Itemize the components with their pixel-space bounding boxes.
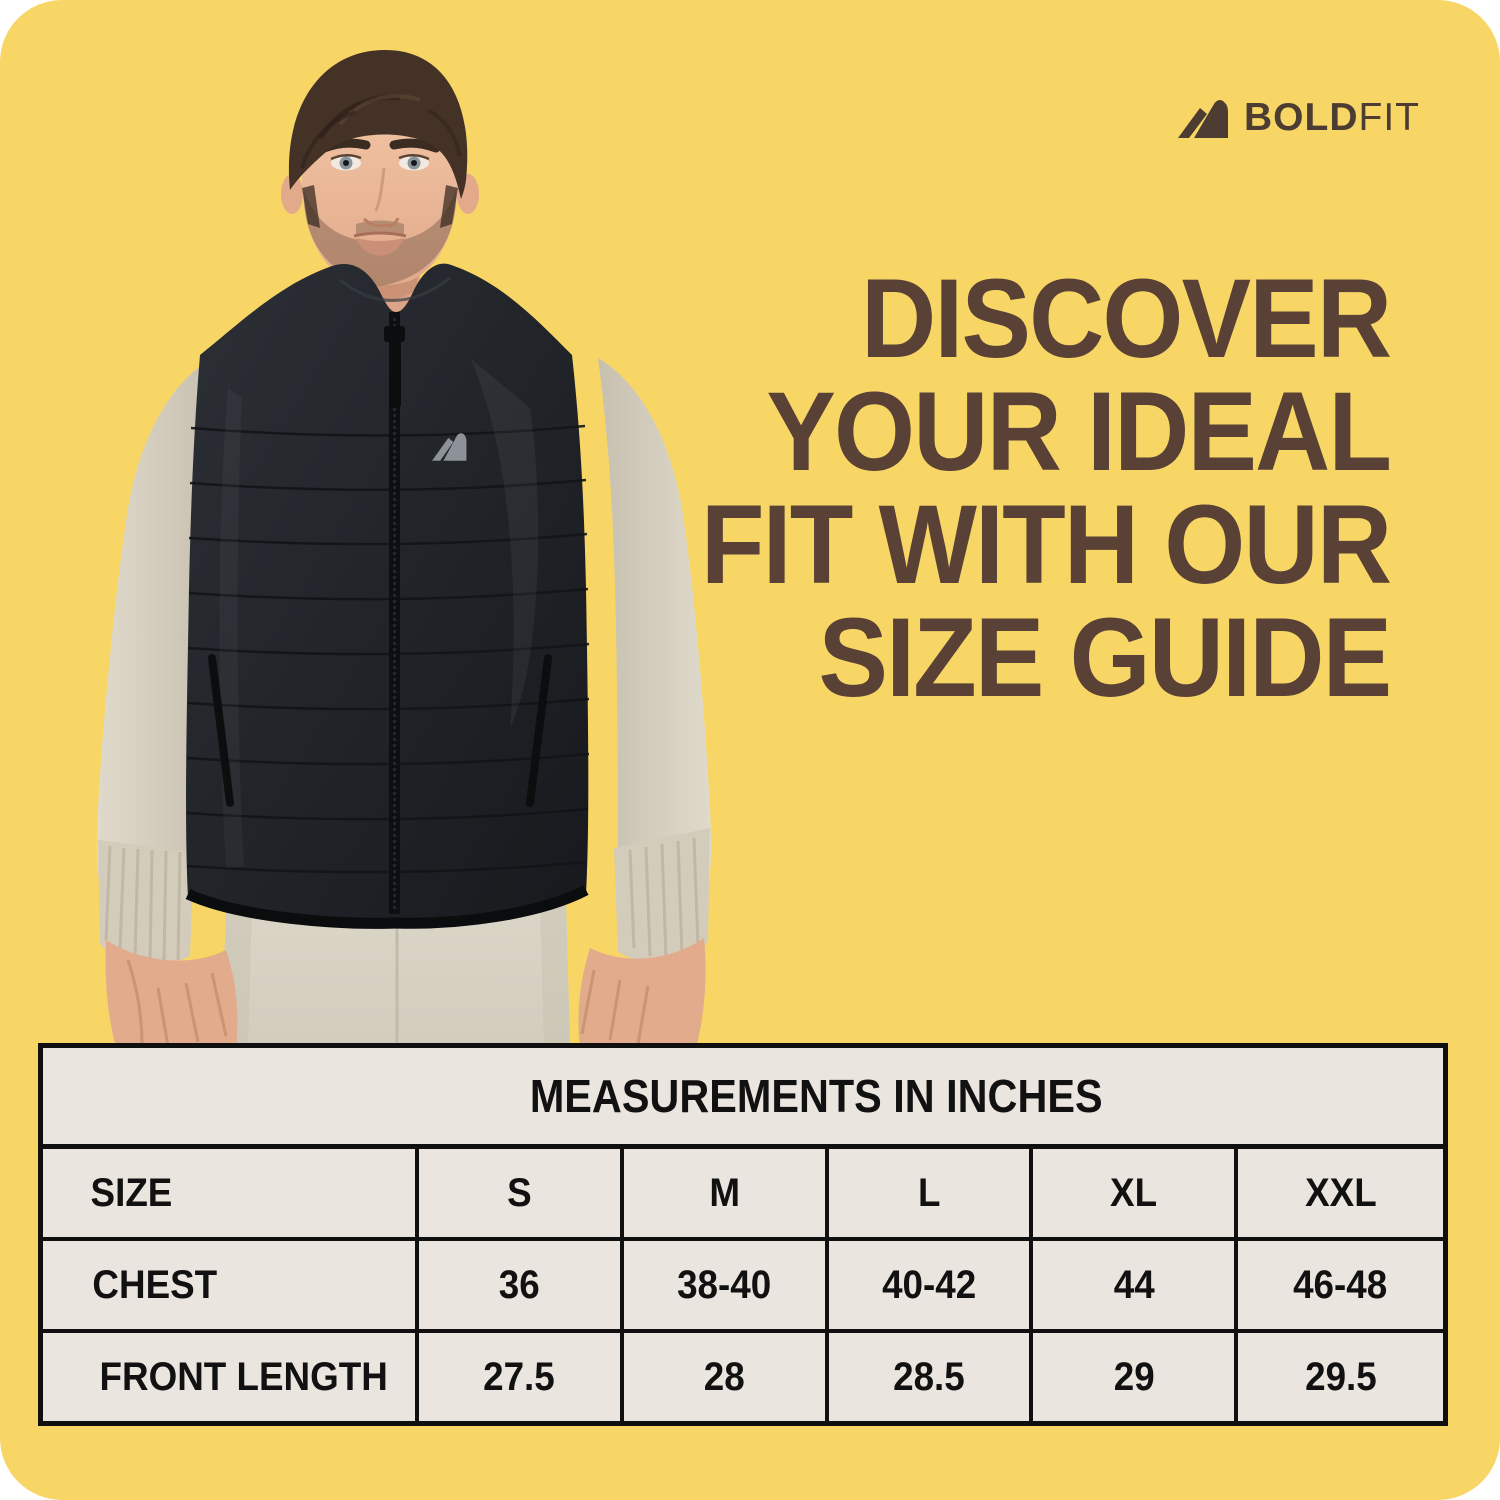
brand-name: BOLDFIT	[1244, 98, 1420, 137]
model-pants	[222, 896, 570, 1048]
table-cell: 28	[624, 1333, 829, 1421]
brand-name-fit: FIT	[1358, 95, 1420, 139]
model-hair	[288, 49, 468, 199]
model-right-hand	[578, 938, 706, 1048]
table-cell: 27.5	[419, 1333, 624, 1421]
model-head	[281, 49, 479, 340]
boldfit-a-swoosh-icon	[1178, 100, 1229, 138]
model-left-hand	[105, 940, 238, 1048]
row-label: SIZE	[43, 1149, 419, 1237]
table-row-front-length: FRONT LENGTH 27.5 28 28.5 29 29.5	[43, 1333, 1443, 1421]
zipper-pull	[389, 340, 401, 408]
table-row-chest: CHEST 36 38-40 40-42 44 46-48	[43, 1241, 1443, 1333]
model-left-sleeve	[96, 358, 212, 966]
size-guide-table: MEASUREMENTS IN INCHES SIZE S M L XL XXL…	[38, 1043, 1448, 1426]
table-cell: L	[829, 1149, 1034, 1237]
table-cell: 44	[1033, 1241, 1239, 1329]
row-label: CHEST	[43, 1241, 419, 1329]
headline-line: SIZE GUIDE	[818, 595, 1392, 720]
brand-logo: BOLDFIT	[1178, 96, 1420, 138]
row-label: FRONT LENGTH	[43, 1333, 419, 1421]
table-title-row: MEASUREMENTS IN INCHES	[43, 1048, 1443, 1149]
table-cell: 36	[419, 1241, 624, 1329]
table-cell: 40-42	[829, 1241, 1034, 1329]
table-title: MEASUREMENTS IN INCHES	[529, 1070, 1103, 1122]
vest-zipper	[384, 312, 405, 914]
table-cell: S	[419, 1149, 624, 1237]
table-cell: 38-40	[624, 1241, 829, 1329]
table-cell: XL	[1033, 1149, 1239, 1237]
vest-logo-icon	[432, 433, 467, 461]
table-cell: XXL	[1304, 1170, 1377, 1215]
vest-pocket-right	[526, 654, 552, 807]
table-cell: 28.5	[829, 1333, 1034, 1421]
headline-line: FIT WITH OUR	[700, 482, 1392, 607]
table-row-size: SIZE S M L XL XXL	[43, 1149, 1443, 1241]
model-right-sleeve	[598, 358, 712, 963]
table-cell: 46-48	[1293, 1262, 1388, 1307]
table-cell: 29.5	[1304, 1354, 1377, 1399]
brand-name-bold: BOLD	[1244, 95, 1359, 139]
vest-pocket-left	[208, 654, 234, 807]
headline: DISCOVER YOUR IDEAL FIT WITH OUR SIZE GU…	[700, 256, 1392, 720]
vest-hem	[185, 885, 589, 929]
headline-line: YOUR IDEAL	[766, 369, 1392, 494]
model-vest	[185, 263, 590, 929]
model-photo	[96, 49, 712, 1048]
table-cell: 29	[1033, 1333, 1239, 1421]
table-cell: M	[624, 1149, 829, 1237]
headline-line: DISCOVER	[860, 256, 1392, 381]
